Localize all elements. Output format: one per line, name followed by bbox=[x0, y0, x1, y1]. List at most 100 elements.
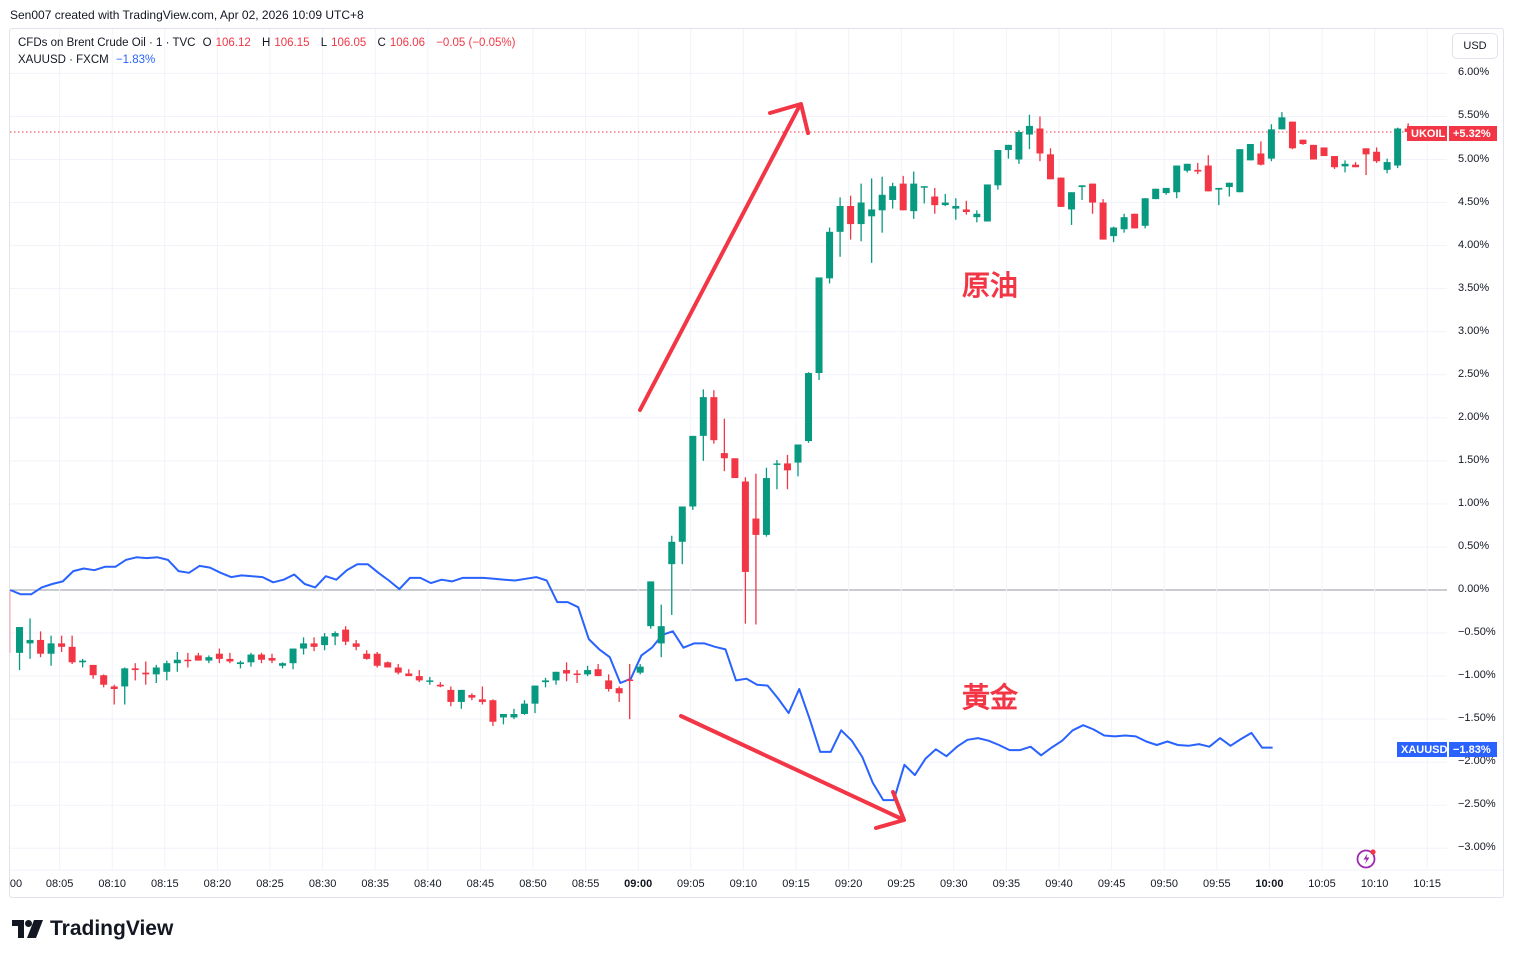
time-axis-label: 09:15 bbox=[782, 878, 810, 890]
candle-up bbox=[794, 444, 802, 463]
candle-up bbox=[1141, 198, 1149, 226]
oil-annotation: 原油 bbox=[962, 269, 1019, 302]
up-arrow-annotation bbox=[638, 102, 810, 412]
candle-up bbox=[1267, 129, 1275, 159]
candle-up bbox=[678, 506, 686, 542]
time-axis-label: 10:05 bbox=[1308, 878, 1336, 890]
chart-legend: CFDs on Brent Crude Oil · 1 · TVC O 106.1… bbox=[18, 35, 519, 69]
candle-down bbox=[373, 653, 381, 666]
lightning-alert-icon[interactable] bbox=[1356, 847, 1378, 869]
candle-up bbox=[1078, 185, 1086, 188]
candle-down bbox=[710, 397, 718, 441]
candle-down bbox=[1320, 147, 1328, 157]
candle-up bbox=[1225, 182, 1233, 188]
candle-up bbox=[247, 654, 255, 663]
legend-compare-row[interactable]: XAUUSD · FXCM −1.83% bbox=[18, 52, 519, 69]
legend-main-row[interactable]: CFDs on Brent Crude Oil · 1 · TVC O 106.1… bbox=[18, 37, 516, 49]
time-axis-label: 08:10 bbox=[98, 878, 126, 890]
price-axis-label: 2.50% bbox=[1458, 367, 1490, 380]
down-arrow-annotation bbox=[679, 714, 906, 830]
candle-up bbox=[878, 194, 886, 211]
candle-down bbox=[720, 453, 728, 459]
price-axis-label: 4.50% bbox=[1458, 195, 1490, 208]
candle-down bbox=[394, 667, 402, 673]
candle-down bbox=[489, 700, 497, 722]
candle-down bbox=[615, 688, 623, 694]
candle-up bbox=[1236, 149, 1244, 193]
candle-up bbox=[321, 636, 329, 646]
candle-down bbox=[1373, 151, 1381, 162]
time-axis-label: 09:10 bbox=[729, 878, 758, 890]
price-axis-label: 0.50% bbox=[1458, 539, 1490, 552]
candle-down bbox=[68, 646, 76, 663]
legend-high: 106.15 bbox=[274, 37, 310, 49]
legend-compare-symbol[interactable]: XAUUSD · FXCM bbox=[18, 54, 109, 66]
time-axis-label: 09:40 bbox=[1045, 878, 1073, 890]
candle-up bbox=[952, 205, 960, 209]
time-axis-label: 09:05 bbox=[677, 878, 705, 890]
ukoil-value-tag: +5.32% bbox=[1449, 126, 1497, 141]
candle-down bbox=[899, 183, 907, 211]
candle-up bbox=[920, 186, 928, 188]
candle-up bbox=[994, 150, 1002, 186]
candle-up bbox=[205, 657, 213, 661]
gold-annotation: 黃金 bbox=[962, 681, 1019, 714]
candle-down bbox=[468, 695, 476, 698]
candle-down bbox=[268, 658, 276, 661]
time-axis-label: 10:00 bbox=[1255, 878, 1284, 890]
price-axis-label: −1.50% bbox=[1458, 712, 1496, 725]
candle-down bbox=[363, 653, 371, 659]
time-axis-label: 08:20 bbox=[203, 878, 232, 890]
candle-up bbox=[331, 633, 339, 637]
candle-up bbox=[1025, 125, 1033, 135]
candle-down bbox=[847, 205, 855, 225]
candle-down bbox=[215, 653, 223, 659]
price-axis-label: 4.00% bbox=[1458, 238, 1490, 251]
candle-down bbox=[436, 684, 444, 687]
candle-down bbox=[405, 673, 413, 677]
candle-up bbox=[542, 680, 550, 683]
legend-main-symbol[interactable]: CFDs on Brent Crude Oil · 1 · TVC bbox=[18, 37, 196, 49]
time-axis-label: 09:55 bbox=[1203, 878, 1231, 890]
candle-up bbox=[857, 202, 865, 225]
candle-down bbox=[563, 670, 571, 674]
candle-up bbox=[173, 659, 181, 664]
candle-up bbox=[457, 689, 465, 702]
currency-button[interactable]: USD bbox=[1452, 33, 1498, 59]
candle-down bbox=[1204, 165, 1212, 192]
price-axis-label: 5.00% bbox=[1458, 152, 1490, 165]
candle-up bbox=[762, 478, 770, 535]
candle-up bbox=[1162, 187, 1170, 194]
candle-up bbox=[910, 183, 918, 212]
candle-up bbox=[1110, 227, 1118, 237]
candle-up bbox=[79, 660, 87, 663]
legend-open: 106.12 bbox=[215, 37, 251, 49]
candle-down bbox=[1099, 202, 1107, 240]
candle-down bbox=[110, 686, 118, 690]
candle-up bbox=[1246, 144, 1254, 161]
tradingview-logo[interactable]: TradingView bbox=[12, 917, 173, 941]
price-axis-label: −3.00% bbox=[1458, 841, 1496, 854]
candle-up bbox=[236, 662, 244, 665]
price-axis-label: −1.00% bbox=[1458, 669, 1496, 682]
price-axis-label: 1.00% bbox=[1458, 496, 1490, 509]
candle-up bbox=[636, 666, 644, 673]
candle-down bbox=[1194, 169, 1202, 172]
candle-down bbox=[752, 518, 760, 535]
price-axis-label: 5.50% bbox=[1458, 109, 1490, 122]
price-axis-label: −2.00% bbox=[1458, 755, 1496, 768]
candle-down bbox=[478, 699, 486, 702]
time-axis-label: 08:25 bbox=[256, 878, 284, 890]
candle-up bbox=[279, 663, 287, 666]
candle-up bbox=[868, 209, 876, 217]
candle-down bbox=[352, 643, 360, 647]
legend-low: 106.05 bbox=[331, 37, 367, 49]
candle-up bbox=[1183, 163, 1191, 171]
candle-down bbox=[1309, 144, 1317, 160]
time-axis-label: 09:35 bbox=[992, 878, 1021, 890]
candle-up bbox=[520, 703, 528, 714]
time-axis-label: 10:15 bbox=[1413, 878, 1441, 890]
time-axis-label: 08:35 bbox=[361, 878, 389, 890]
candle-up bbox=[552, 671, 560, 681]
